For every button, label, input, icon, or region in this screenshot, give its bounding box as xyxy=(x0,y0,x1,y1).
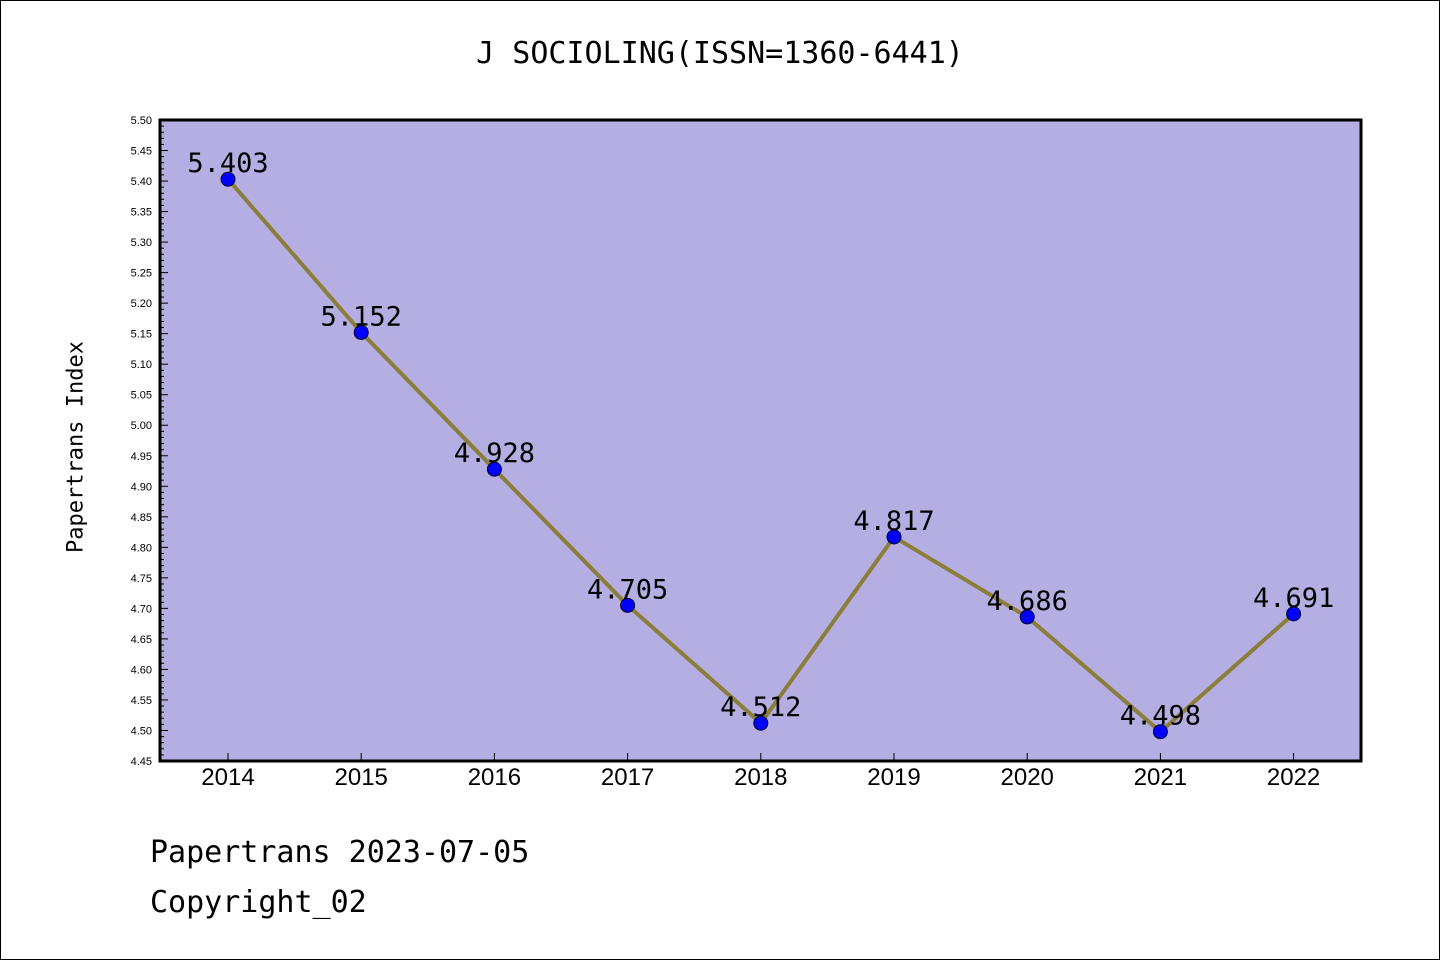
data-label: 5.403 xyxy=(187,148,268,179)
y-tick-label: 4.80 xyxy=(131,542,152,554)
plot-border xyxy=(158,118,1363,763)
y-tick-label: 5.20 xyxy=(131,298,152,310)
y-tick-label: 4.95 xyxy=(131,451,152,463)
y-tick-label: 5.35 xyxy=(131,207,152,219)
x-tick-label: 2014 xyxy=(201,764,254,791)
data-point xyxy=(886,529,902,545)
y-tick-label: 5.10 xyxy=(131,359,152,371)
data-point xyxy=(220,171,236,187)
x-tick-label: 2020 xyxy=(1001,764,1054,791)
x-tick-label: 2017 xyxy=(601,764,654,791)
y-tick-label: 5.05 xyxy=(131,390,152,402)
y-tick-label: 5.40 xyxy=(131,176,152,188)
x-tick-label: 2022 xyxy=(1267,764,1320,791)
data-label: 5.152 xyxy=(321,301,402,332)
y-tick-label: 4.60 xyxy=(131,664,152,676)
chart-title: J SOCIOLING(ISSN=1360-6441) xyxy=(476,36,964,71)
data-label: 4.928 xyxy=(454,438,535,469)
data-label: 4.691 xyxy=(1253,583,1334,614)
data-label: 4.512 xyxy=(720,692,801,723)
y-tick-label: 5.00 xyxy=(131,420,152,432)
y-tick-label: 4.75 xyxy=(131,573,152,585)
y-tick-label: 4.50 xyxy=(131,725,152,737)
data-point xyxy=(1019,609,1035,625)
x-tick-label: 2021 xyxy=(1134,764,1187,791)
data-label: 4.498 xyxy=(1120,701,1201,732)
y-tick-label: 4.70 xyxy=(131,603,152,615)
data-label: 4.817 xyxy=(853,506,934,537)
y-tick-label: 4.85 xyxy=(131,512,152,524)
data-point xyxy=(620,597,636,613)
data-point xyxy=(486,461,502,477)
data-point xyxy=(1286,606,1302,622)
y-tick-label: 4.45 xyxy=(131,756,152,768)
data-label: 4.686 xyxy=(987,586,1068,617)
y-tick-label: 5.25 xyxy=(131,268,152,280)
footer-date: Papertrans 2023-07-05 xyxy=(150,835,530,870)
x-tick-label: 2016 xyxy=(468,764,521,791)
footer-copyright: Copyright_02 xyxy=(150,885,367,920)
x-tick-label: 2018 xyxy=(734,764,787,791)
data-point xyxy=(353,324,369,340)
data-point xyxy=(1152,724,1168,740)
plot-background xyxy=(160,120,1361,761)
y-tick-label: 4.65 xyxy=(131,634,152,646)
x-tick-label: 2015 xyxy=(335,764,388,791)
y-tick-label: 5.50 xyxy=(131,115,152,127)
data-point xyxy=(753,715,769,731)
y-tick-label: 5.15 xyxy=(131,329,152,341)
y-tick-label: 5.30 xyxy=(131,237,152,249)
y-tick-label: 4.90 xyxy=(131,481,152,493)
y-tick-label: 5.45 xyxy=(131,146,152,158)
y-tick-label: 4.55 xyxy=(131,695,152,707)
x-tick-label: 2019 xyxy=(867,764,920,791)
data-label: 4.705 xyxy=(587,574,668,605)
